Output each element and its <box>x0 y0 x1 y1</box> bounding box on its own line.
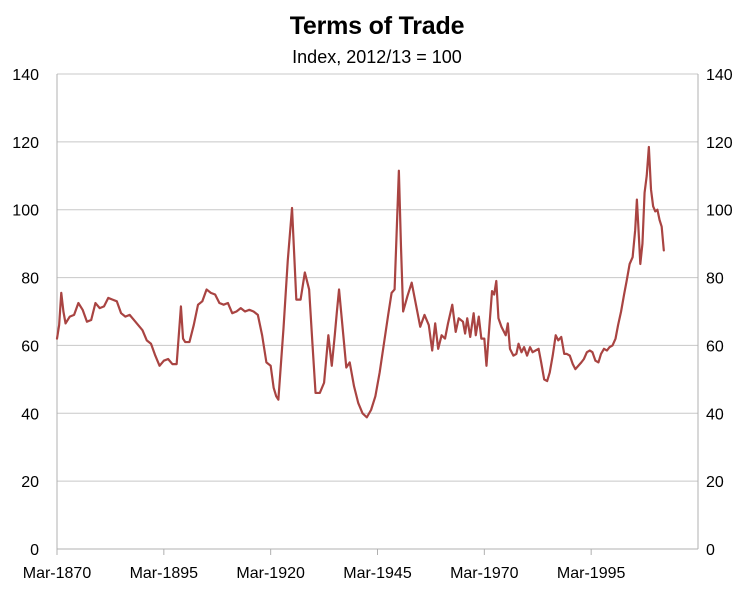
x-tick-label-1895: Mar-1895 <box>130 565 199 582</box>
y-tick-label-left-20: 20 <box>21 474 39 491</box>
x-tick-label-1920: Mar-1920 <box>236 565 305 582</box>
y-tick-label-right-140: 140 <box>706 67 733 84</box>
y-tick-label-left-100: 100 <box>12 203 39 220</box>
y-tick-label-left-120: 120 <box>12 135 39 152</box>
y-tick-label-right-120: 120 <box>706 135 733 152</box>
y-tick-label-left-140: 140 <box>12 67 39 84</box>
y-tick-label-right-100: 100 <box>706 203 733 220</box>
series-layer <box>55 145 665 419</box>
series-line-0 <box>55 145 665 419</box>
y-tick-label-right-20: 20 <box>706 474 724 491</box>
y-tick-label-left-40: 40 <box>21 406 39 423</box>
y-tick-label-right-80: 80 <box>706 271 724 288</box>
y-tick-label-right-0: 0 <box>706 542 715 559</box>
x-tick-label-1945: Mar-1945 <box>343 565 412 582</box>
gridlines <box>57 73 698 482</box>
y-tick-label-left-60: 60 <box>21 338 39 355</box>
chart-title: Terms of Trade <box>289 12 465 40</box>
y-tick-label-left-0: 0 <box>30 542 39 559</box>
tick-labels: 0 0 20 20 40 40 60 60 80 80 100 100 120 120 140 140 Mar-… <box>12 67 733 582</box>
x-tick-label-1970: Mar-1970 <box>450 565 519 582</box>
x-tick-label-1995: Mar-1995 <box>557 565 626 582</box>
y-tick-label-right-60: 60 <box>706 338 724 355</box>
chart-subtitle: Index, 2012/13 = 100 <box>292 47 462 67</box>
x-tick-label-1870: Mar-1870 <box>23 565 92 582</box>
axes <box>56 74 699 555</box>
y-tick-label-left-80: 80 <box>21 271 39 288</box>
y-tick-label-right-40: 40 <box>706 406 724 423</box>
